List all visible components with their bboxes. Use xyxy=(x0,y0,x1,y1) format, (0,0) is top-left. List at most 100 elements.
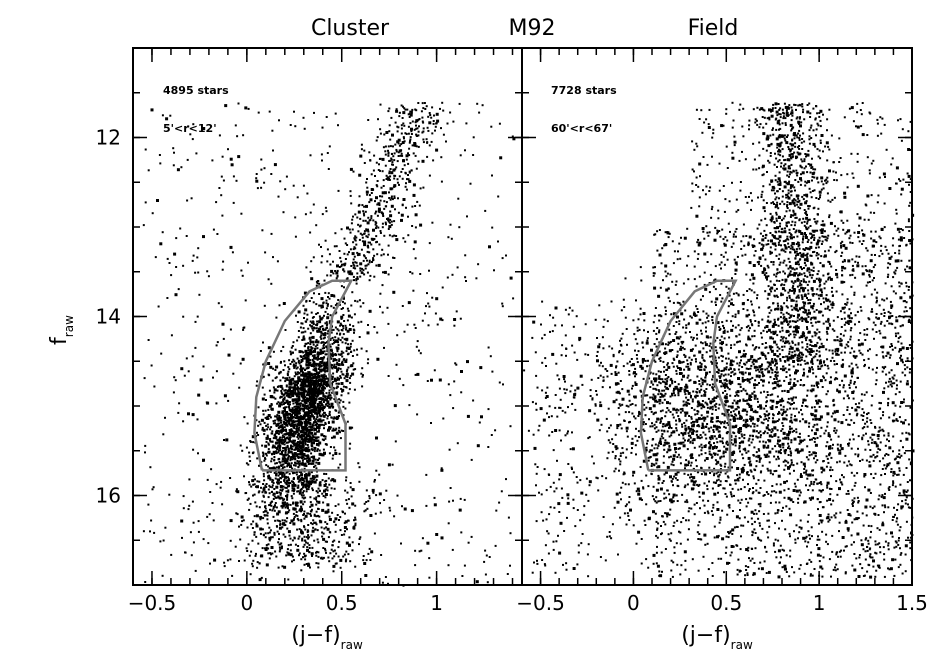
cluster-point xyxy=(491,174,493,177)
cluster-point xyxy=(500,490,503,493)
cluster-point xyxy=(302,184,305,187)
cluster-point xyxy=(333,539,336,542)
field-point xyxy=(846,406,849,409)
cluster-point xyxy=(381,213,384,216)
cluster-point xyxy=(319,326,322,328)
field-point xyxy=(849,329,852,332)
cluster-point xyxy=(269,467,272,470)
cluster-point xyxy=(353,238,356,241)
cluster-point xyxy=(284,501,286,504)
cluster-point xyxy=(383,270,387,274)
cluster-point xyxy=(278,491,281,494)
cluster-point xyxy=(297,361,300,364)
cluster-point xyxy=(446,122,449,125)
field-point xyxy=(896,509,899,511)
cluster-point xyxy=(316,538,319,541)
cluster-point xyxy=(356,264,359,267)
field-point xyxy=(881,521,884,524)
cluster-point xyxy=(476,102,479,105)
cluster-point xyxy=(276,519,279,522)
cluster-point xyxy=(349,248,352,251)
cluster-point xyxy=(322,363,326,367)
cluster-point xyxy=(285,175,288,178)
cluster-point xyxy=(293,431,296,434)
cluster-point xyxy=(337,329,340,332)
field-point xyxy=(816,498,819,501)
cluster-point xyxy=(338,303,341,306)
cluster-point xyxy=(270,490,273,493)
cluster-point xyxy=(320,382,322,385)
cluster-point xyxy=(275,452,278,455)
field-point xyxy=(861,272,865,276)
cluster-point xyxy=(298,380,301,382)
cluster-point xyxy=(383,200,386,203)
cluster-point xyxy=(300,356,303,358)
field-point xyxy=(867,412,870,415)
cluster-point xyxy=(339,529,342,532)
cluster-point xyxy=(348,401,351,404)
cluster-point xyxy=(494,429,497,432)
cluster-point xyxy=(353,519,355,522)
cluster-point xyxy=(283,519,286,522)
cluster-point xyxy=(238,560,240,562)
cluster-point xyxy=(298,509,301,512)
cluster-point xyxy=(301,457,304,460)
cluster-point xyxy=(281,387,284,390)
cluster-point xyxy=(438,378,442,382)
cluster-point xyxy=(282,439,285,442)
cluster-point xyxy=(335,387,338,390)
cluster-point xyxy=(273,163,277,167)
field-point xyxy=(801,241,804,244)
cluster-point xyxy=(309,392,312,395)
field-point xyxy=(898,467,901,470)
cluster-point xyxy=(307,536,310,539)
cluster-point xyxy=(324,395,327,398)
cluster-point xyxy=(379,132,382,135)
cluster-point xyxy=(416,127,419,130)
cluster-point xyxy=(326,415,329,418)
cluster-point xyxy=(370,243,373,246)
cluster-point xyxy=(194,569,197,572)
cluster-point xyxy=(321,453,325,457)
cluster-point xyxy=(306,427,309,430)
field-point xyxy=(899,380,902,383)
cluster-point xyxy=(348,228,351,231)
cluster-point xyxy=(263,167,266,170)
cluster-point xyxy=(388,107,391,110)
cluster-point xyxy=(266,511,269,514)
cluster-point xyxy=(419,187,422,190)
cluster-point xyxy=(318,320,322,324)
field-point xyxy=(750,289,753,292)
cluster-point xyxy=(271,536,274,539)
field-point xyxy=(820,483,823,486)
cluster-point xyxy=(255,173,258,175)
cluster-point xyxy=(453,380,456,383)
cluster-point xyxy=(322,301,325,304)
cluster-point xyxy=(410,169,413,172)
field-point xyxy=(658,253,662,257)
cluster-point xyxy=(255,177,258,180)
cluster-point xyxy=(302,337,306,341)
cluster-point xyxy=(427,324,430,327)
cluster-point xyxy=(300,445,303,448)
cluster-point xyxy=(151,212,154,215)
cluster-point xyxy=(318,293,321,295)
cluster-point xyxy=(257,491,260,494)
cluster-point xyxy=(301,407,304,410)
field-point xyxy=(716,508,720,511)
cluster-point xyxy=(298,362,301,365)
cluster-point xyxy=(375,225,378,228)
cluster-point xyxy=(343,264,346,266)
cluster-point xyxy=(252,559,255,562)
cluster-point xyxy=(354,247,357,250)
cluster-point xyxy=(393,152,396,155)
cluster-point xyxy=(396,140,400,144)
cluster-point xyxy=(327,303,329,306)
cluster-point xyxy=(434,129,436,132)
cluster-point xyxy=(339,516,342,519)
cluster-point xyxy=(390,195,393,198)
field-point xyxy=(719,235,722,238)
cluster-point xyxy=(453,324,456,327)
field-point xyxy=(734,313,737,316)
cluster-point xyxy=(272,482,275,484)
